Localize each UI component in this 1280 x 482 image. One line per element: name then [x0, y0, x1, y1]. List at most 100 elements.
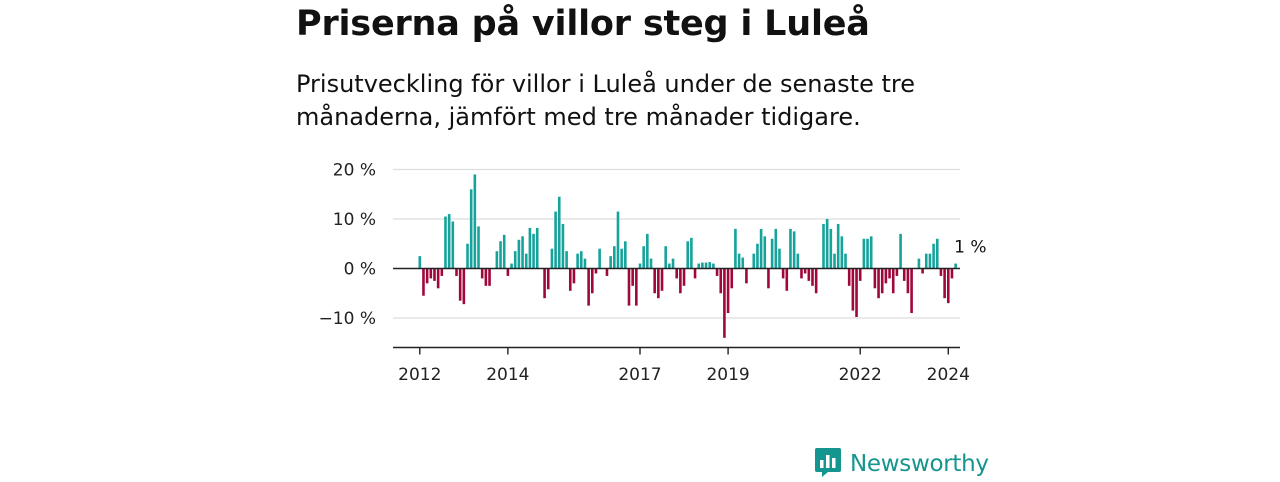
bar: [657, 269, 660, 299]
bar: [679, 269, 682, 294]
bar: [521, 236, 524, 268]
bar: [705, 263, 708, 269]
bar: [543, 269, 546, 299]
bar: [620, 249, 623, 269]
bar: [881, 269, 884, 294]
bar: [763, 236, 766, 268]
bar: [863, 239, 866, 269]
bar: [899, 234, 902, 269]
bar: [653, 269, 656, 294]
bar: [650, 259, 653, 269]
newsworthy-logo[interactable]: Newsworthy: [814, 446, 989, 482]
bar: [675, 269, 678, 279]
bar: [598, 249, 601, 269]
bar: [811, 269, 814, 286]
bar: [683, 269, 686, 286]
bar: [496, 251, 499, 268]
bar: [664, 246, 667, 268]
bar: [841, 236, 844, 268]
last-value-label: 1 %: [954, 238, 986, 258]
bar: [606, 269, 609, 276]
bar: [936, 239, 939, 269]
bar: [580, 251, 583, 268]
bar: [419, 256, 422, 268]
bar: [888, 269, 891, 279]
logo-text: Newsworthy: [850, 451, 989, 477]
bar: [800, 269, 803, 279]
bar: [613, 246, 616, 268]
bar: [789, 229, 792, 269]
bar: [503, 235, 506, 269]
bar: [907, 269, 910, 294]
bar: [628, 269, 631, 306]
bar: [778, 249, 781, 269]
bar: [474, 174, 477, 268]
bar: [477, 226, 480, 268]
bar: [448, 214, 451, 268]
bar: [852, 269, 855, 311]
bar: [793, 231, 796, 268]
bar: [430, 269, 433, 279]
bar: [716, 269, 719, 276]
bar: [727, 269, 730, 314]
bar: [903, 269, 906, 281]
bar: [631, 269, 634, 286]
bar: [741, 258, 744, 269]
bar: [730, 269, 733, 289]
bar: [892, 269, 895, 294]
bar: [499, 241, 502, 268]
bar: [885, 269, 888, 284]
bar: [848, 269, 851, 286]
bar: [745, 269, 748, 284]
bar: [433, 269, 436, 281]
bar: [525, 254, 528, 269]
bar: [734, 229, 737, 269]
bar: [786, 269, 789, 291]
bar: [708, 262, 711, 268]
bar: [463, 269, 466, 305]
bar: [738, 254, 741, 269]
bar: [940, 269, 943, 276]
bar: [855, 269, 858, 318]
bar: [485, 269, 488, 286]
bar: [470, 189, 473, 268]
bar: [455, 269, 458, 276]
bar: [529, 228, 532, 269]
bar: [551, 249, 554, 269]
bar: [870, 236, 873, 268]
bar: [826, 219, 829, 269]
bar: [624, 241, 627, 268]
bar: [584, 259, 587, 269]
bar: [514, 251, 517, 268]
bar: [536, 228, 539, 269]
bar: [719, 269, 722, 294]
bar: [444, 217, 447, 269]
bar: [932, 244, 935, 269]
bar: [918, 259, 921, 269]
bar: [441, 269, 444, 276]
y-tick-label: 20 %: [333, 161, 376, 181]
bar: [943, 269, 946, 299]
bar: [609, 256, 612, 268]
x-tick-label: 2014: [486, 365, 529, 385]
bar: [859, 269, 862, 281]
y-tick-label: 0 %: [344, 260, 376, 280]
bar: [837, 224, 840, 269]
bar: [756, 244, 759, 269]
bar: [774, 229, 777, 269]
bar: [877, 269, 880, 299]
bar: [554, 212, 557, 269]
bar: [437, 269, 440, 289]
bar: [459, 269, 462, 301]
bar: [562, 224, 565, 269]
bar: [844, 254, 847, 269]
y-tick-label: −10 %: [319, 309, 376, 329]
bar: [874, 269, 877, 289]
bar: [815, 269, 818, 294]
bar: [466, 244, 469, 269]
bar: [642, 246, 645, 268]
bar: [565, 251, 568, 268]
bar: [694, 269, 697, 279]
bar: [452, 221, 455, 268]
bar: [426, 269, 429, 284]
